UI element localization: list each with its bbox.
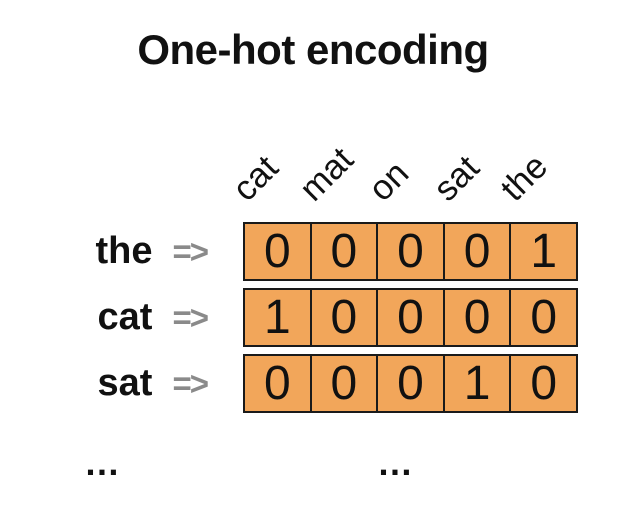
vector-row-sat: 0 0 0 1 0 xyxy=(243,354,578,413)
column-header-mat: mat xyxy=(292,139,361,209)
word-row-cat: cat => xyxy=(30,288,209,347)
more-words-ellipsis: … xyxy=(84,442,120,483)
vector-cell: 0 xyxy=(376,356,443,411)
vector-cell: 0 xyxy=(376,224,443,279)
vector-row-the: 0 0 0 0 1 xyxy=(243,222,578,281)
maps-to-arrow: => xyxy=(172,298,209,336)
word-label: sat xyxy=(97,362,153,404)
column-header-the: the xyxy=(493,146,556,209)
diagram-title: One-hot encoding xyxy=(137,26,489,73)
vector-cell: 0 xyxy=(309,290,377,345)
column-header-sat: sat xyxy=(426,148,487,209)
vector-cell: 1 xyxy=(442,356,510,411)
more-vectors-ellipsis: … xyxy=(377,442,413,483)
column-header-cat: cat xyxy=(225,148,286,209)
vector-cell: 0 xyxy=(263,357,291,410)
word-row-sat: sat => xyxy=(30,354,209,413)
vector-row-cat: 1 0 0 0 0 xyxy=(243,288,578,347)
vector-cell: 0 xyxy=(509,290,576,345)
vector-cell: 0 xyxy=(376,290,443,345)
word-label: the xyxy=(95,230,153,272)
vector-cell: 0 xyxy=(309,224,377,279)
vector-cell: 1 xyxy=(263,291,291,344)
word-row-the: the => xyxy=(30,222,209,281)
word-label: cat xyxy=(97,296,153,338)
vector-cell: 0 xyxy=(309,356,377,411)
maps-to-arrow: => xyxy=(172,364,209,402)
vector-cell: 1 xyxy=(509,224,576,279)
maps-to-arrow: => xyxy=(172,232,209,270)
vector-cell: 0 xyxy=(442,224,510,279)
column-header-on: on xyxy=(361,153,417,209)
vector-cell: 0 xyxy=(263,225,291,278)
vector-cell: 0 xyxy=(509,356,576,411)
vector-cell: 0 xyxy=(442,290,510,345)
